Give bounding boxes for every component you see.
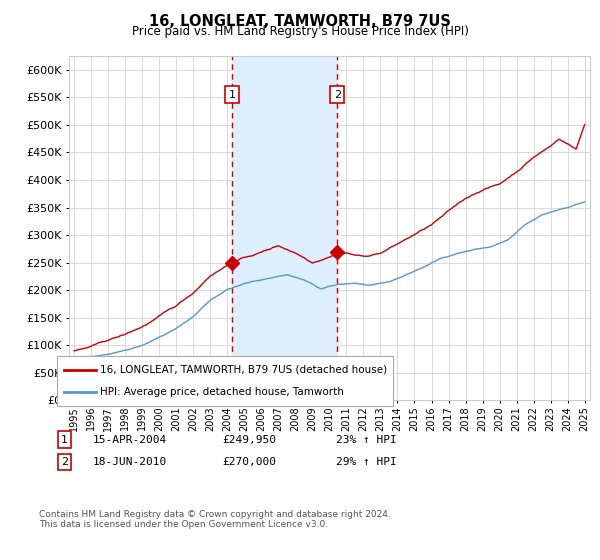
Text: 1: 1 — [229, 90, 236, 100]
Text: Contains HM Land Registry data © Crown copyright and database right 2024.
This d: Contains HM Land Registry data © Crown c… — [39, 510, 391, 529]
Text: 2: 2 — [61, 457, 68, 467]
Bar — [232, 56, 337, 400]
Text: 1: 1 — [61, 435, 68, 445]
Text: 2: 2 — [334, 90, 341, 100]
Text: HPI: Average price, detached house, Tamworth: HPI: Average price, detached house, Tamw… — [100, 387, 344, 397]
Text: 23% ↑ HPI: 23% ↑ HPI — [336, 435, 397, 445]
Text: 16, LONGLEAT, TAMWORTH, B79 7US: 16, LONGLEAT, TAMWORTH, B79 7US — [149, 14, 451, 29]
Text: 16, LONGLEAT, TAMWORTH, B79 7US (detached house): 16, LONGLEAT, TAMWORTH, B79 7US (detache… — [100, 365, 388, 375]
Text: £249,950: £249,950 — [222, 435, 276, 445]
Text: 18-JUN-2010: 18-JUN-2010 — [93, 457, 167, 467]
Text: 15-APR-2004: 15-APR-2004 — [93, 435, 167, 445]
Text: £270,000: £270,000 — [222, 457, 276, 467]
Text: Price paid vs. HM Land Registry's House Price Index (HPI): Price paid vs. HM Land Registry's House … — [131, 25, 469, 38]
Text: 29% ↑ HPI: 29% ↑ HPI — [336, 457, 397, 467]
